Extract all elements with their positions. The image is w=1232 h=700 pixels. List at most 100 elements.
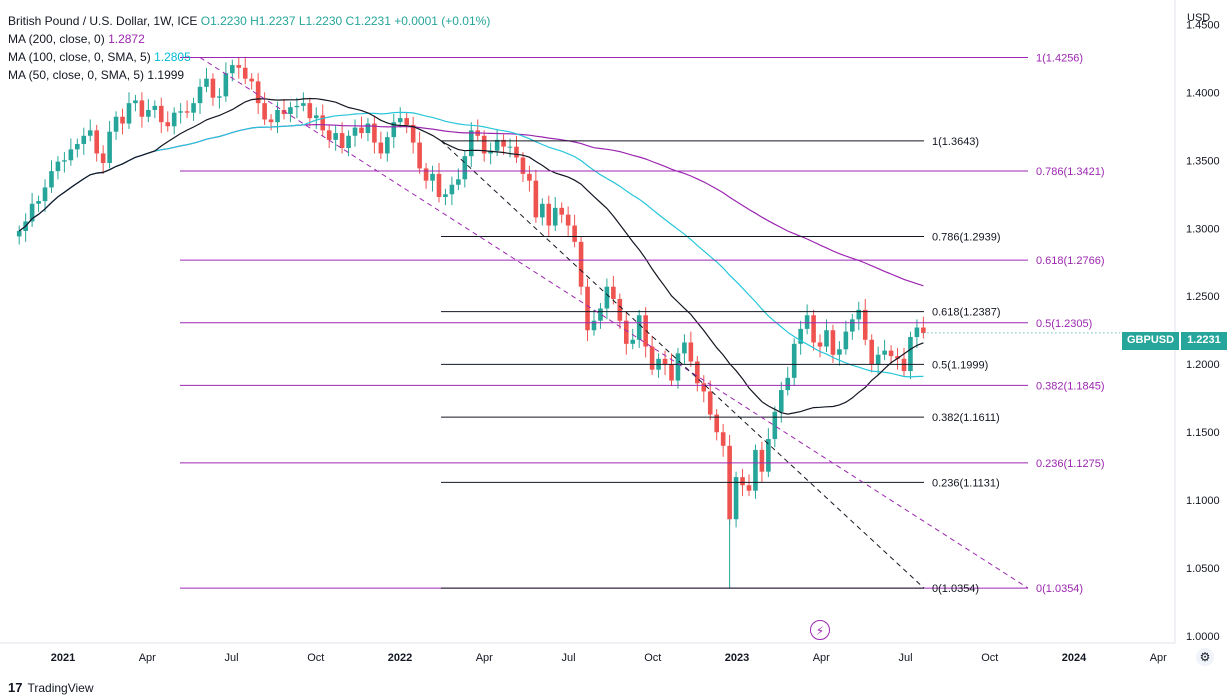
candle-body bbox=[501, 139, 506, 147]
candle-body bbox=[391, 122, 397, 138]
candle-body bbox=[339, 133, 345, 149]
candle-body bbox=[397, 118, 403, 123]
candle-body bbox=[417, 142, 422, 169]
candle-body bbox=[611, 286, 616, 299]
candle-body bbox=[837, 349, 842, 355]
candle-body bbox=[42, 187, 48, 202]
candle-body bbox=[617, 298, 623, 321]
ma50-line bbox=[18, 97, 924, 415]
candle-body bbox=[908, 337, 913, 372]
candle-body bbox=[49, 171, 54, 188]
y-tick-label: 1.1500 bbox=[1186, 427, 1220, 439]
candle-body bbox=[152, 105, 158, 110]
x-tick-label: Jul bbox=[224, 652, 238, 664]
candle-body bbox=[507, 146, 513, 148]
y-tick-label: 1.1000 bbox=[1186, 495, 1220, 507]
x-tick-label: Jul bbox=[561, 652, 575, 664]
candle-body bbox=[87, 130, 93, 136]
candle-body bbox=[843, 331, 849, 350]
candle-body bbox=[772, 411, 778, 440]
candle-body bbox=[158, 105, 164, 123]
fib-purple-label: 0(1.0354) bbox=[1036, 583, 1083, 595]
ma100-line bbox=[18, 111, 924, 378]
y-tick-label: 1.0500 bbox=[1186, 563, 1220, 575]
candle-body bbox=[817, 342, 823, 347]
x-tick-label: Oct bbox=[981, 652, 998, 664]
candle-body bbox=[133, 100, 138, 104]
candle-body bbox=[585, 286, 590, 331]
candle-body bbox=[649, 346, 655, 370]
candle-body bbox=[695, 361, 700, 384]
x-tick-label: Apr bbox=[139, 652, 156, 664]
candle-body bbox=[120, 116, 125, 124]
candle-body bbox=[533, 180, 539, 218]
candle-body bbox=[113, 116, 119, 132]
y-tick-label: 1.3500 bbox=[1186, 155, 1220, 167]
candle-body bbox=[921, 327, 926, 333]
x-tick-label: Jul bbox=[898, 652, 912, 664]
candle-body bbox=[468, 130, 474, 157]
candle-body bbox=[217, 96, 222, 98]
candle-body bbox=[75, 143, 80, 150]
candle-body bbox=[404, 118, 409, 125]
candle-body bbox=[630, 339, 636, 344]
candle-body bbox=[197, 86, 203, 104]
fib-purple-label: 0.5(1.2305) bbox=[1036, 318, 1092, 330]
ma50-label: MA (50, close, 0, SMA, 5) bbox=[8, 68, 145, 82]
candle-body bbox=[294, 105, 300, 108]
candle-body bbox=[824, 330, 829, 347]
candle-body bbox=[720, 432, 726, 446]
settings-icon[interactable]: ⚙ bbox=[1196, 648, 1214, 666]
fib-purple-label: 1(1.4256) bbox=[1036, 52, 1083, 64]
ma50-row[interactable]: MA (50, close, 0, SMA, 5) 1.1999 bbox=[8, 66, 490, 84]
y-tick-label: 1.3000 bbox=[1186, 223, 1220, 235]
candle-body bbox=[811, 315, 816, 343]
candle-body bbox=[901, 358, 907, 372]
candle-body bbox=[236, 65, 242, 68]
candle-body bbox=[436, 173, 442, 197]
candle-body bbox=[591, 320, 597, 331]
x-tick-label: Oct bbox=[307, 652, 324, 664]
ma100-row[interactable]: MA (100, close, 0, SMA, 5) 1.2805 bbox=[8, 48, 490, 66]
candle-body bbox=[456, 179, 461, 185]
candle-body bbox=[733, 477, 739, 520]
x-tick-label: Apr bbox=[813, 652, 830, 664]
tradingview-logo[interactable]: 17 TradingView bbox=[8, 680, 94, 695]
candle-body bbox=[791, 343, 797, 378]
candle-body bbox=[520, 157, 526, 174]
candle-body bbox=[572, 225, 577, 242]
candle-body bbox=[29, 203, 35, 222]
candle-body bbox=[223, 73, 229, 97]
candle-body bbox=[675, 353, 681, 381]
candle-body bbox=[16, 230, 22, 237]
ohlc-values: O1.2230 H1.2237 L1.2230 C1.2231 +0.0001 … bbox=[200, 14, 491, 28]
candle-body bbox=[578, 241, 584, 287]
chart-legend: British Pound / U.S. Dollar, 1W, ICE O1.… bbox=[8, 12, 490, 84]
candle-body bbox=[410, 124, 416, 143]
candle-body bbox=[430, 173, 435, 181]
candle-body bbox=[604, 286, 610, 309]
tradingview-text: TradingView bbox=[27, 680, 94, 695]
candle-body bbox=[320, 115, 326, 131]
candle-body bbox=[365, 123, 371, 134]
candle-body bbox=[682, 342, 687, 354]
ma200-row[interactable]: MA (200, close, 0) 1.2872 bbox=[8, 30, 490, 48]
symbol-title[interactable]: British Pound / U.S. Dollar, 1W, ICE bbox=[8, 14, 198, 28]
candle-body bbox=[559, 207, 564, 215]
candle-body bbox=[540, 203, 545, 218]
candle-body bbox=[385, 137, 390, 154]
fib-purple-label: 0.382(1.1845) bbox=[1036, 380, 1105, 392]
y-tick-label: 1.2000 bbox=[1186, 359, 1220, 371]
candle-body bbox=[333, 133, 338, 140]
candle-body bbox=[565, 214, 571, 226]
candle-body bbox=[313, 115, 319, 119]
candle-body bbox=[126, 103, 132, 124]
candle-body bbox=[249, 78, 254, 82]
fib-black-label: 0.618(1.2387) bbox=[932, 307, 1001, 319]
lightning-icon[interactable]: ⚡ bbox=[810, 620, 830, 640]
candle-body bbox=[275, 109, 280, 123]
y-tick-label: 1.4500 bbox=[1186, 19, 1220, 31]
candle-body bbox=[785, 377, 791, 391]
candle-body bbox=[204, 78, 209, 87]
